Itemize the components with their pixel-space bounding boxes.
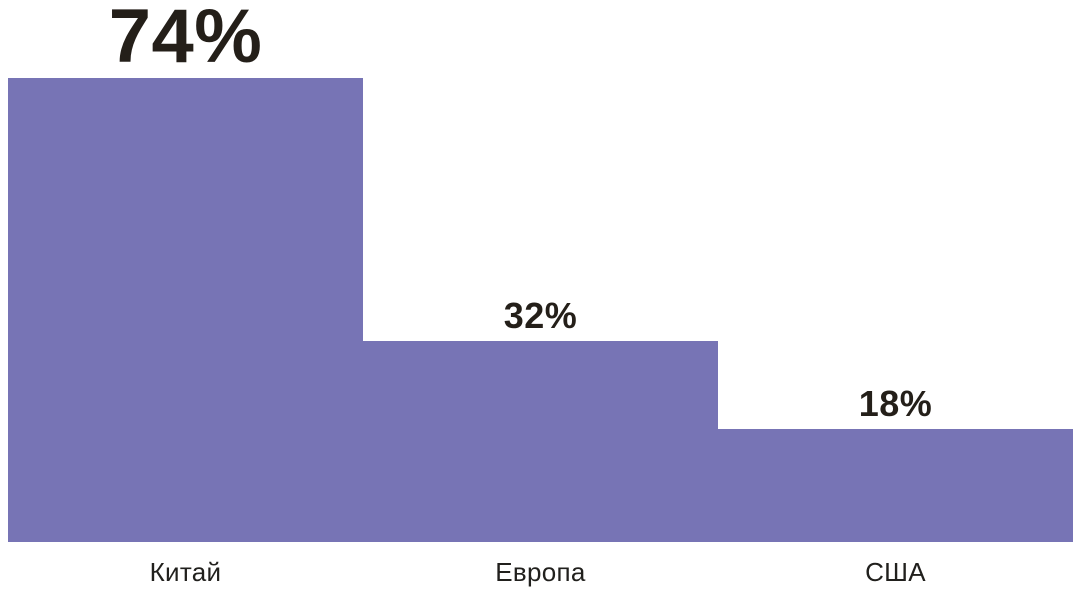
category-label-china: Китай: [149, 557, 222, 587]
bar-column-china: 74%: [8, 0, 363, 542]
bar-europe: [363, 341, 718, 542]
value-label-europe: 32%: [503, 295, 578, 337]
bar-china: [8, 78, 363, 542]
category-label-europe: Европа: [495, 557, 586, 587]
category-label-usa: США: [865, 557, 926, 587]
plot-area: 74% 32% 18%: [8, 0, 1073, 542]
bar-column-europe: 32%: [363, 0, 718, 542]
value-label-china: 74%: [108, 0, 263, 79]
bar-column-usa: 18%: [718, 0, 1073, 542]
value-label-usa: 18%: [858, 383, 933, 425]
bar-usa: [718, 429, 1073, 542]
x-axis-labels: Китай Европа США: [0, 542, 1079, 597]
